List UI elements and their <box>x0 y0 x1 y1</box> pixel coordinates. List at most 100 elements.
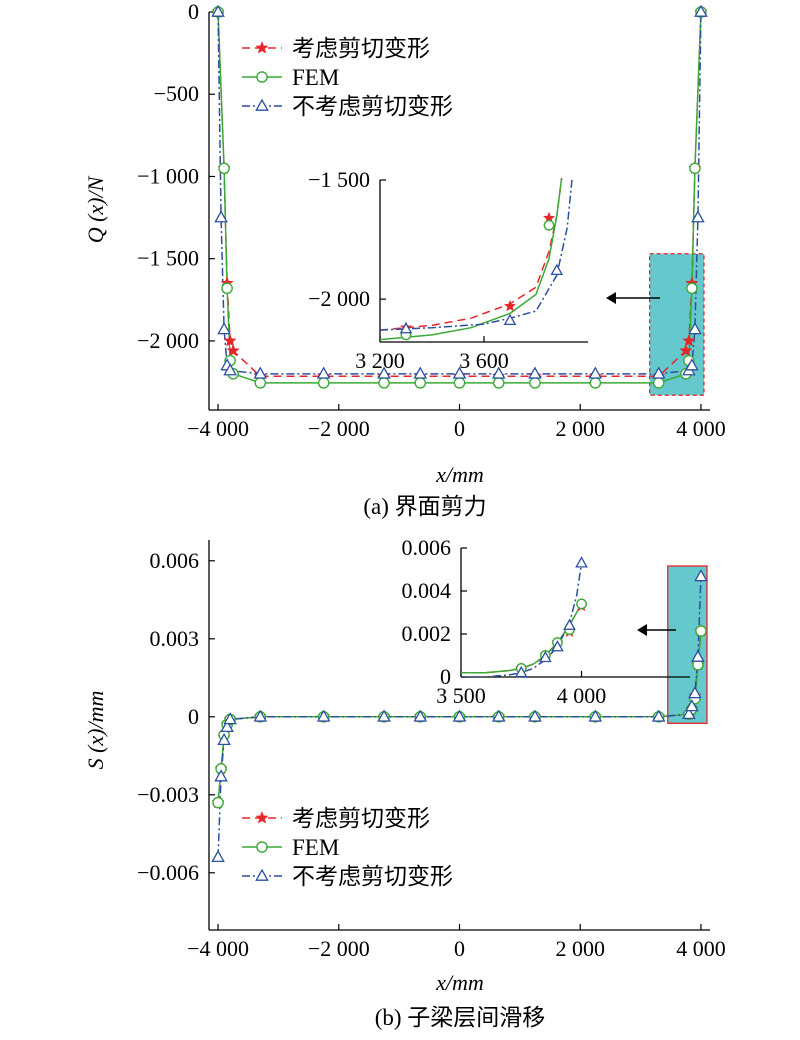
data-point-series-3 <box>514 665 528 678</box>
y-tick-label: 0 <box>188 0 199 24</box>
data-point-series-3 <box>685 699 699 712</box>
legend-label-series2: FEM <box>292 65 339 90</box>
data-point-series-3 <box>217 732 231 746</box>
data-point-series-3 <box>694 4 708 17</box>
legend-label-series2: FEM <box>292 835 339 860</box>
y-tick-label: 0.003 <box>150 626 200 651</box>
x-tick-label: 4 000 <box>557 683 607 708</box>
legend-label-series1: 考虑剪切变形 <box>292 806 430 831</box>
data-point-series-3 <box>452 366 467 379</box>
data-point-series-2 <box>254 377 267 389</box>
panel-a-shear-force: x/mm Q (x)/N (a) 界面剪力 <box>83 175 487 519</box>
axis-label-y: S (x)/mm <box>83 691 108 770</box>
data-point-series-3 <box>688 322 702 335</box>
data-point-series-3 <box>691 210 705 223</box>
data-point-series-3 <box>651 709 666 722</box>
data-point-series-3 <box>211 849 225 863</box>
legend-entry-series1: 考虑剪切变形 <box>242 36 430 61</box>
data-point-series-1 <box>682 333 696 347</box>
axis-label-x: x/mm <box>435 970 484 995</box>
data-point-series-2 <box>218 162 230 175</box>
data-point-series-3 <box>491 709 506 722</box>
series-line-2 <box>380 178 563 341</box>
data-point-series-2 <box>652 377 665 389</box>
data-point-series-2 <box>529 377 541 389</box>
data-point-series-3 <box>223 363 237 376</box>
data-point-series-3 <box>316 366 331 379</box>
data-point-series-2 <box>589 377 602 389</box>
data-point-series-2 <box>317 377 330 389</box>
legend-marker-series2 <box>256 841 268 853</box>
data-point-series-2 <box>695 625 707 637</box>
series-layer <box>217 11 702 384</box>
data-point-series-3 <box>211 4 225 17</box>
axes-b-inset: 3 500 4 000 0 0.002 0.004 0.006 <box>402 535 690 708</box>
y-tick-label: −2 000 <box>137 328 199 353</box>
data-point-series-3 <box>413 366 428 379</box>
x-tick-label: 0 <box>454 416 465 441</box>
legend-marker-series1 <box>255 41 269 54</box>
legend-marker-series3 <box>255 868 269 881</box>
data-point-series-3 <box>253 366 268 379</box>
axes-b-main: −4 000 −2 000 0 2 000 4 000 0.006 0.003 0 −0.003… <box>137 540 726 961</box>
axis-label-x: x/mm <box>435 462 484 487</box>
data-point-series-3 <box>688 686 702 699</box>
y-tick-label: 0.002 <box>402 621 452 646</box>
legend-marker-series3 <box>255 98 269 111</box>
data-point-series-3 <box>214 210 228 223</box>
data-point-series-3 <box>588 709 603 722</box>
data-point-series-2 <box>378 377 390 389</box>
data-point-series-3 <box>413 709 428 722</box>
data-point-series-3 <box>217 322 231 335</box>
data-point-series-3 <box>377 366 391 379</box>
x-tick-label: 0 <box>454 936 465 961</box>
arrow-head-b <box>637 624 647 636</box>
data-point-series-3 <box>377 709 391 722</box>
data-point-series-3 <box>539 650 552 663</box>
plot-layer: −4 000 −2 000 0 2 000 4 000 0 −500 −1 000 −1 500… <box>137 0 726 961</box>
data-point-series-1 <box>223 333 237 347</box>
legend-entry-series3: 不考虑剪切变形 <box>242 94 453 119</box>
data-point-series-3 <box>550 263 564 276</box>
data-point-series-2 <box>453 377 466 389</box>
data-point-series-3 <box>253 709 268 722</box>
x-tick-label: 2 000 <box>555 936 605 961</box>
data-point-series-2 <box>492 377 505 389</box>
series-line-1 <box>380 178 563 331</box>
y-tick-label: 0 <box>440 664 451 689</box>
y-tick-label: −1 500 <box>308 167 370 192</box>
series-line-2 <box>217 11 702 384</box>
axes-a-inset: 3 200 3 600 −1 500 −2 000 <box>308 167 588 373</box>
y-tick-label: −1 000 <box>137 163 199 188</box>
y-tick-label: 0 <box>188 704 199 729</box>
series-line-3 <box>461 562 583 677</box>
data-point-series-3 <box>452 709 467 722</box>
legend-label-series3: 不考虑剪切变形 <box>292 864 453 889</box>
data-point-series-2 <box>414 377 427 389</box>
legend-a: 考虑剪切变形 FEM 不考虑剪切变形 <box>242 36 453 119</box>
legend-entry-series2: FEM <box>242 835 339 860</box>
data-point-series-3 <box>588 366 603 379</box>
data-point-series-3 <box>651 366 666 379</box>
data-point-series-3 <box>223 712 237 725</box>
x-tick-label: −2 000 <box>308 936 370 961</box>
x-tick-label: 3 600 <box>459 348 509 373</box>
data-point-series-3 <box>694 569 708 582</box>
legend-marker-series2 <box>256 71 268 83</box>
legend-entry-series2: FEM <box>242 65 339 90</box>
data-point-series-3 <box>685 358 699 371</box>
legend-marker-series1 <box>255 811 269 824</box>
x-tick-label: 4 000 <box>676 936 726 961</box>
arrow-head-a <box>606 292 616 304</box>
series-line-1 <box>217 11 702 378</box>
x-tick-label: −4 000 <box>187 936 249 961</box>
data-point-series-3 <box>316 709 331 722</box>
data-point-series-3 <box>551 640 564 652</box>
data-point-series-3 <box>214 769 228 782</box>
data-point-series-3 <box>399 322 413 334</box>
x-tick-label: 4 000 <box>676 416 726 441</box>
axis-label-y: Q (x)/N <box>83 175 108 243</box>
data-point-series-2 <box>212 796 224 809</box>
legend-label-series1: 考虑剪切变形 <box>292 36 430 61</box>
